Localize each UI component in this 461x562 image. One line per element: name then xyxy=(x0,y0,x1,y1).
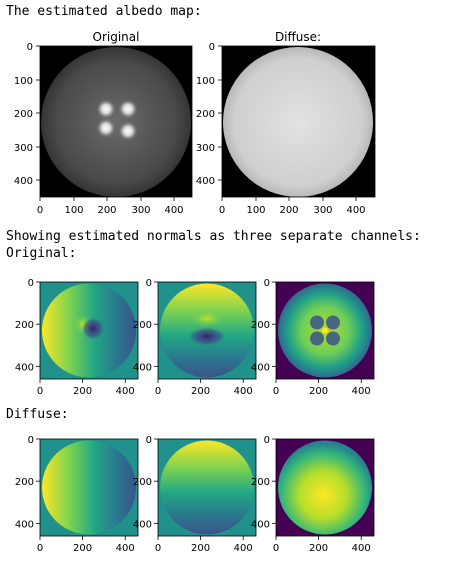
x-tick-label: 400 xyxy=(116,543,135,554)
albedo-diffuse-title: Diffuse: xyxy=(275,30,321,44)
x-tick-label: 400 xyxy=(116,386,135,397)
svg-text:0: 0 xyxy=(209,42,215,53)
y-tick-label: 400 xyxy=(15,362,34,373)
y-tick-label: 400 xyxy=(133,519,152,530)
svg-text:200: 200 xyxy=(279,205,298,216)
svg-text:0: 0 xyxy=(219,205,225,216)
x-tick-label: 0 xyxy=(155,543,161,554)
svg-text:200: 200 xyxy=(97,205,116,216)
albedo-original-plot: Original 0 100 200 300 400 xyxy=(14,30,193,216)
svg-text:100: 100 xyxy=(64,205,83,216)
svg-text:0: 0 xyxy=(27,42,33,53)
normals-diffuse-channel-3-plot: 0 200 400 0 200 400 xyxy=(251,435,375,554)
y-tick-label: 0 xyxy=(28,278,34,289)
svg-text:200: 200 xyxy=(14,109,33,120)
y-tick-label: 0 xyxy=(28,435,34,446)
x-tick-label: 200 xyxy=(191,386,210,397)
normals-original-channel-1-plot: 0 200 400 0 200 400 xyxy=(15,278,139,397)
x-tick-label: 400 xyxy=(234,543,253,554)
normals-grid: 0 200 400 0 200 400 0 200 400 0 200 400 0 200 400 0 200 4… xyxy=(15,278,375,554)
svg-text:300: 300 xyxy=(196,143,215,154)
y-tick-label: 200 xyxy=(133,477,152,488)
x-tick-label: 400 xyxy=(234,386,253,397)
y-tick-label: 400 xyxy=(15,519,34,530)
svg-text:200: 200 xyxy=(196,109,215,120)
y-tick-label: 400 xyxy=(251,519,270,530)
y-tick-label: 200 xyxy=(251,477,270,488)
x-tick-label: 0 xyxy=(273,543,279,554)
svg-text:400: 400 xyxy=(346,205,365,216)
x-tick-label: 0 xyxy=(37,386,43,397)
svg-text:300: 300 xyxy=(14,143,33,154)
y-tick-label: 0 xyxy=(146,278,152,289)
normals-diffuse-channel-1-plot: 0 200 400 0 200 400 xyxy=(15,435,139,554)
albedo-original-title: Original xyxy=(93,30,140,44)
albedo-header: The estimated albedo map: xyxy=(6,4,202,19)
x-tick-label: 200 xyxy=(191,543,210,554)
normals-original-channel-3-plot: 0 200 400 0 200 400 xyxy=(251,278,375,397)
x-tick-label: 0 xyxy=(273,386,279,397)
svg-text:300: 300 xyxy=(131,205,150,216)
y-tick-label: 200 xyxy=(15,477,34,488)
normals-original-label: Original: xyxy=(6,246,77,261)
y-tick-label: 400 xyxy=(133,362,152,373)
normals-original-channel-2-plot: 0 200 400 0 200 400 xyxy=(133,278,257,397)
albedo-original-y-axis: 0 100 200 300 400 xyxy=(14,42,40,187)
y-tick-label: 200 xyxy=(133,320,152,331)
albedo-original-x-axis: 0 100 200 300 400 xyxy=(37,197,184,216)
normals-header: Showing estimated normals as three separ… xyxy=(6,229,421,244)
albedo-diffuse-x-axis: 0 100 200 300 400 xyxy=(219,197,366,216)
svg-text:400: 400 xyxy=(196,176,215,187)
y-tick-label: 0 xyxy=(146,435,152,446)
x-tick-label: 200 xyxy=(73,386,92,397)
svg-text:400: 400 xyxy=(164,205,183,216)
x-tick-label: 200 xyxy=(309,386,328,397)
y-tick-label: 0 xyxy=(264,435,270,446)
normals-diffuse-channel-2-plot: 0 200 400 0 200 400 xyxy=(133,435,257,554)
x-tick-label: 400 xyxy=(352,386,371,397)
y-tick-label: 400 xyxy=(251,362,270,373)
svg-text:400: 400 xyxy=(14,176,33,187)
x-tick-label: 400 xyxy=(352,543,371,554)
svg-text:100: 100 xyxy=(246,205,265,216)
albedo-diffuse-plot: Diffuse: 0 100 200 300 400 0 100 200 xyxy=(196,30,376,216)
albedo-diffuse-y-axis: 0 100 200 300 400 xyxy=(196,42,222,187)
svg-text:100: 100 xyxy=(196,76,215,87)
x-tick-label: 0 xyxy=(155,386,161,397)
x-tick-label: 0 xyxy=(37,543,43,554)
y-tick-label: 200 xyxy=(251,320,270,331)
x-tick-label: 200 xyxy=(73,543,92,554)
svg-text:0: 0 xyxy=(37,205,43,216)
y-tick-label: 0 xyxy=(264,278,270,289)
svg-text:300: 300 xyxy=(313,205,332,216)
y-tick-label: 200 xyxy=(15,320,34,331)
x-tick-label: 200 xyxy=(309,543,328,554)
svg-text:100: 100 xyxy=(14,76,33,87)
normals-diffuse-label: Diffuse: xyxy=(6,407,69,422)
